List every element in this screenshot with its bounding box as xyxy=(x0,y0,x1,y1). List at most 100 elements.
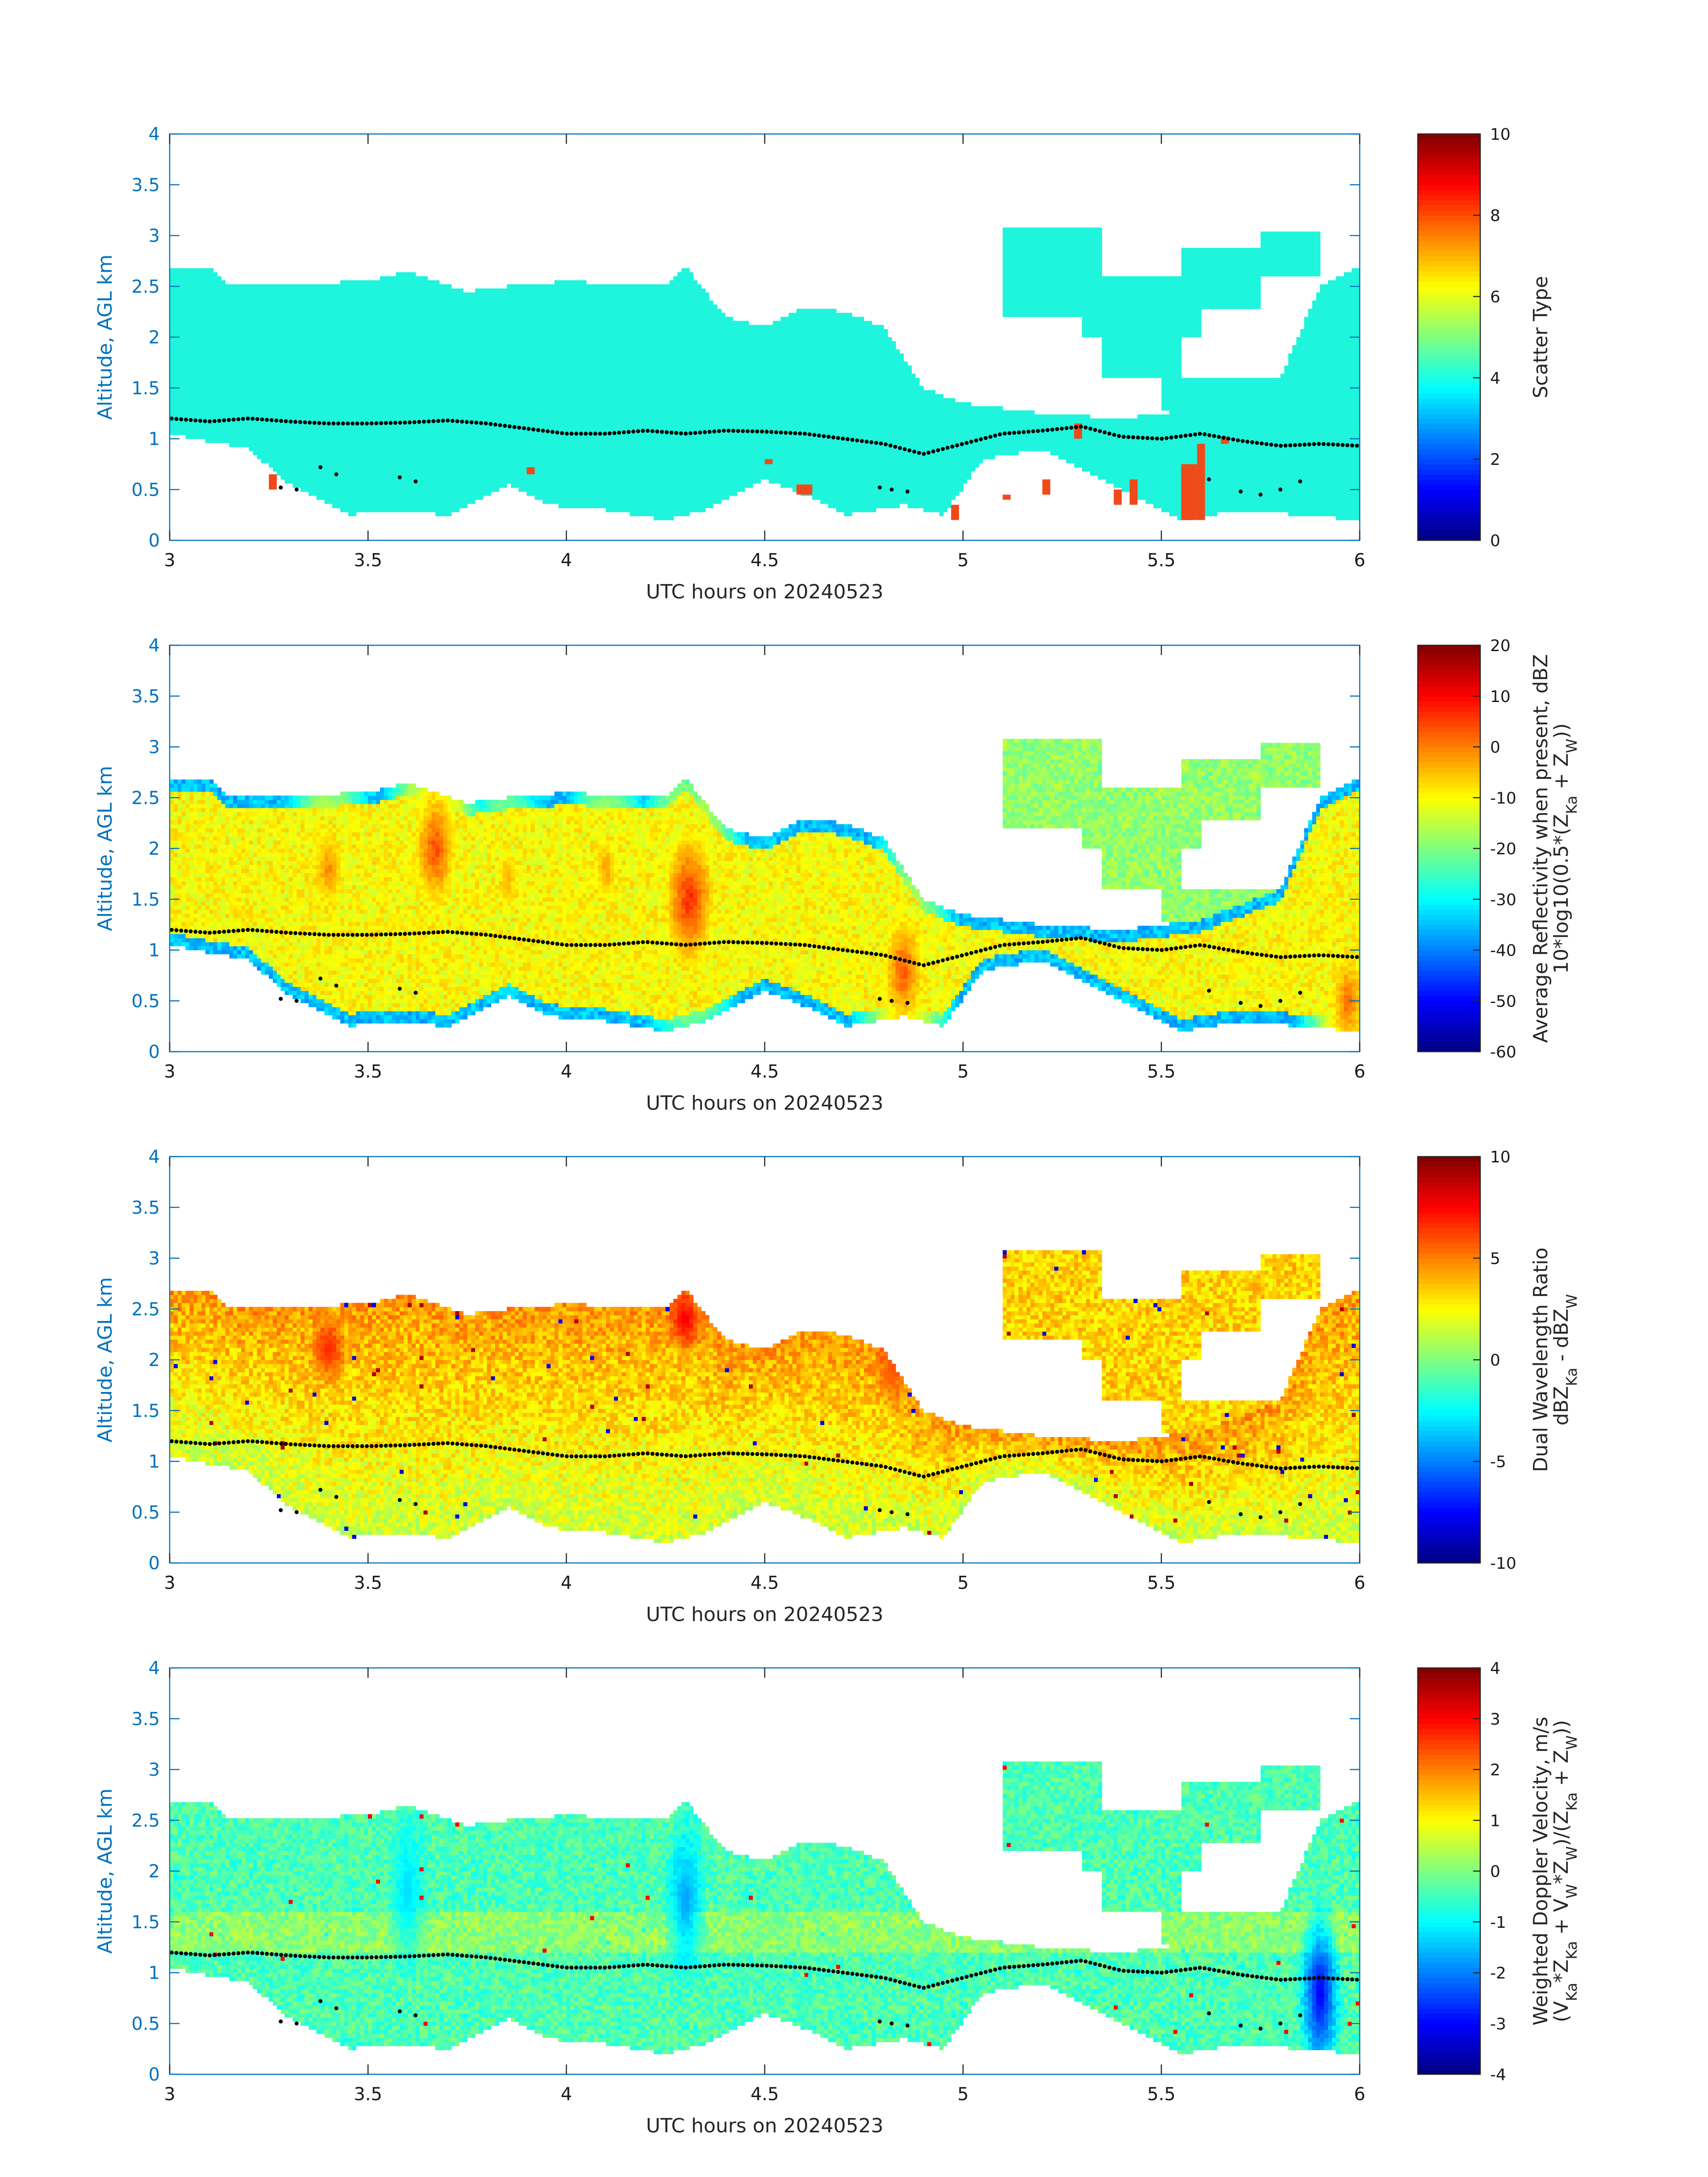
field-cell xyxy=(285,297,289,301)
field-cell xyxy=(281,337,285,342)
field-cell xyxy=(301,475,305,480)
field-cell xyxy=(292,292,296,297)
field-cell xyxy=(205,313,209,317)
field-cell xyxy=(332,366,336,370)
field-cell xyxy=(174,362,178,366)
field-cell xyxy=(205,325,209,330)
field-cell xyxy=(182,341,186,346)
field-cell xyxy=(265,406,269,411)
field-cell xyxy=(296,459,301,464)
field-cell xyxy=(253,447,257,451)
field-cell xyxy=(178,422,182,427)
field-cell xyxy=(313,467,317,472)
field-cell xyxy=(292,402,296,407)
field-cell xyxy=(197,301,201,305)
field-cell xyxy=(170,301,174,305)
field-cell xyxy=(281,390,285,394)
field-cell xyxy=(269,426,273,431)
field-cell xyxy=(201,390,205,394)
field-cell xyxy=(182,370,186,374)
field-cell xyxy=(324,382,328,386)
field-cell xyxy=(170,390,174,394)
field-cell xyxy=(217,297,221,301)
field-cell xyxy=(305,426,309,431)
field-cell xyxy=(328,358,332,362)
field-cell xyxy=(309,447,313,451)
field-cell xyxy=(301,301,305,305)
field-cell xyxy=(328,345,332,350)
field-cell xyxy=(281,435,285,439)
field-cell xyxy=(182,313,186,317)
field-cell xyxy=(273,455,277,460)
field-cell xyxy=(257,386,261,390)
field-cell xyxy=(324,496,328,500)
field-cell xyxy=(209,390,213,394)
field-cell xyxy=(296,325,301,330)
field-cell xyxy=(317,475,321,480)
field-cell xyxy=(217,341,221,346)
field-cell xyxy=(296,313,301,317)
field-cell xyxy=(253,345,257,350)
field-cell xyxy=(229,398,233,403)
field-cell xyxy=(233,301,237,305)
field-cell xyxy=(281,288,285,293)
field-cell xyxy=(269,451,273,455)
field-cell xyxy=(229,362,233,366)
field-cell xyxy=(285,329,289,334)
field-cell xyxy=(269,305,273,309)
field-cell xyxy=(193,325,197,330)
field-cell xyxy=(225,406,229,411)
field-cell xyxy=(289,321,293,326)
field-cell xyxy=(273,301,277,305)
field-cell xyxy=(273,325,277,330)
field-cell xyxy=(213,337,217,342)
field-cell xyxy=(221,284,225,289)
field-cell xyxy=(292,386,296,390)
field-cell xyxy=(253,292,257,297)
field-cell xyxy=(229,305,233,309)
field-cell xyxy=(174,406,178,411)
field-cell xyxy=(285,301,289,305)
field-cell xyxy=(182,374,186,378)
field-cell xyxy=(189,406,193,411)
field-cell xyxy=(209,276,213,281)
field-cell xyxy=(261,292,265,297)
field-cell xyxy=(257,305,261,309)
field-cell xyxy=(332,435,336,439)
field-cell xyxy=(305,484,309,488)
field-cell xyxy=(281,349,285,354)
field-cell xyxy=(186,288,190,293)
field-cell xyxy=(229,378,233,382)
field-cell xyxy=(317,284,321,289)
field-cell xyxy=(289,386,293,390)
field-cell xyxy=(324,313,328,317)
field-cell xyxy=(281,414,285,419)
field-cell xyxy=(182,301,186,305)
field-cell xyxy=(233,443,237,447)
field-cell xyxy=(285,366,289,370)
field-cell xyxy=(253,309,257,313)
field-cell xyxy=(201,349,205,354)
field-cell xyxy=(225,317,229,322)
field-cell xyxy=(332,329,336,334)
field-cell xyxy=(324,471,328,476)
field-cell xyxy=(237,426,241,431)
field-cell xyxy=(225,358,229,362)
field-cell xyxy=(285,382,289,386)
field-cell xyxy=(221,292,225,297)
field-cell xyxy=(273,406,277,411)
field-cell xyxy=(201,284,205,289)
field-cell xyxy=(253,410,257,415)
field-cell xyxy=(233,313,237,317)
field-cell xyxy=(193,414,197,419)
field-cell xyxy=(253,386,257,390)
field-cell xyxy=(328,471,332,476)
field-cell xyxy=(265,345,269,350)
field-cell xyxy=(309,292,313,297)
field-cell xyxy=(261,362,265,366)
field-cell xyxy=(269,358,273,362)
field-cell xyxy=(217,288,221,293)
field-cell xyxy=(309,386,313,390)
field-cell xyxy=(245,325,249,330)
field-cell xyxy=(317,471,321,476)
